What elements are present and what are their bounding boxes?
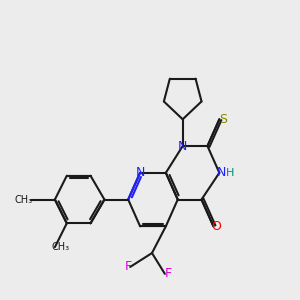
Text: S: S xyxy=(219,113,227,126)
Text: H: H xyxy=(226,168,234,178)
Text: O: O xyxy=(212,220,221,233)
Text: F: F xyxy=(164,267,171,280)
Text: N: N xyxy=(217,166,226,179)
Text: N: N xyxy=(178,140,188,152)
Text: F: F xyxy=(124,260,132,273)
Text: CH₃: CH₃ xyxy=(15,194,33,205)
Text: CH₃: CH₃ xyxy=(52,242,70,252)
Text: N: N xyxy=(135,166,145,179)
